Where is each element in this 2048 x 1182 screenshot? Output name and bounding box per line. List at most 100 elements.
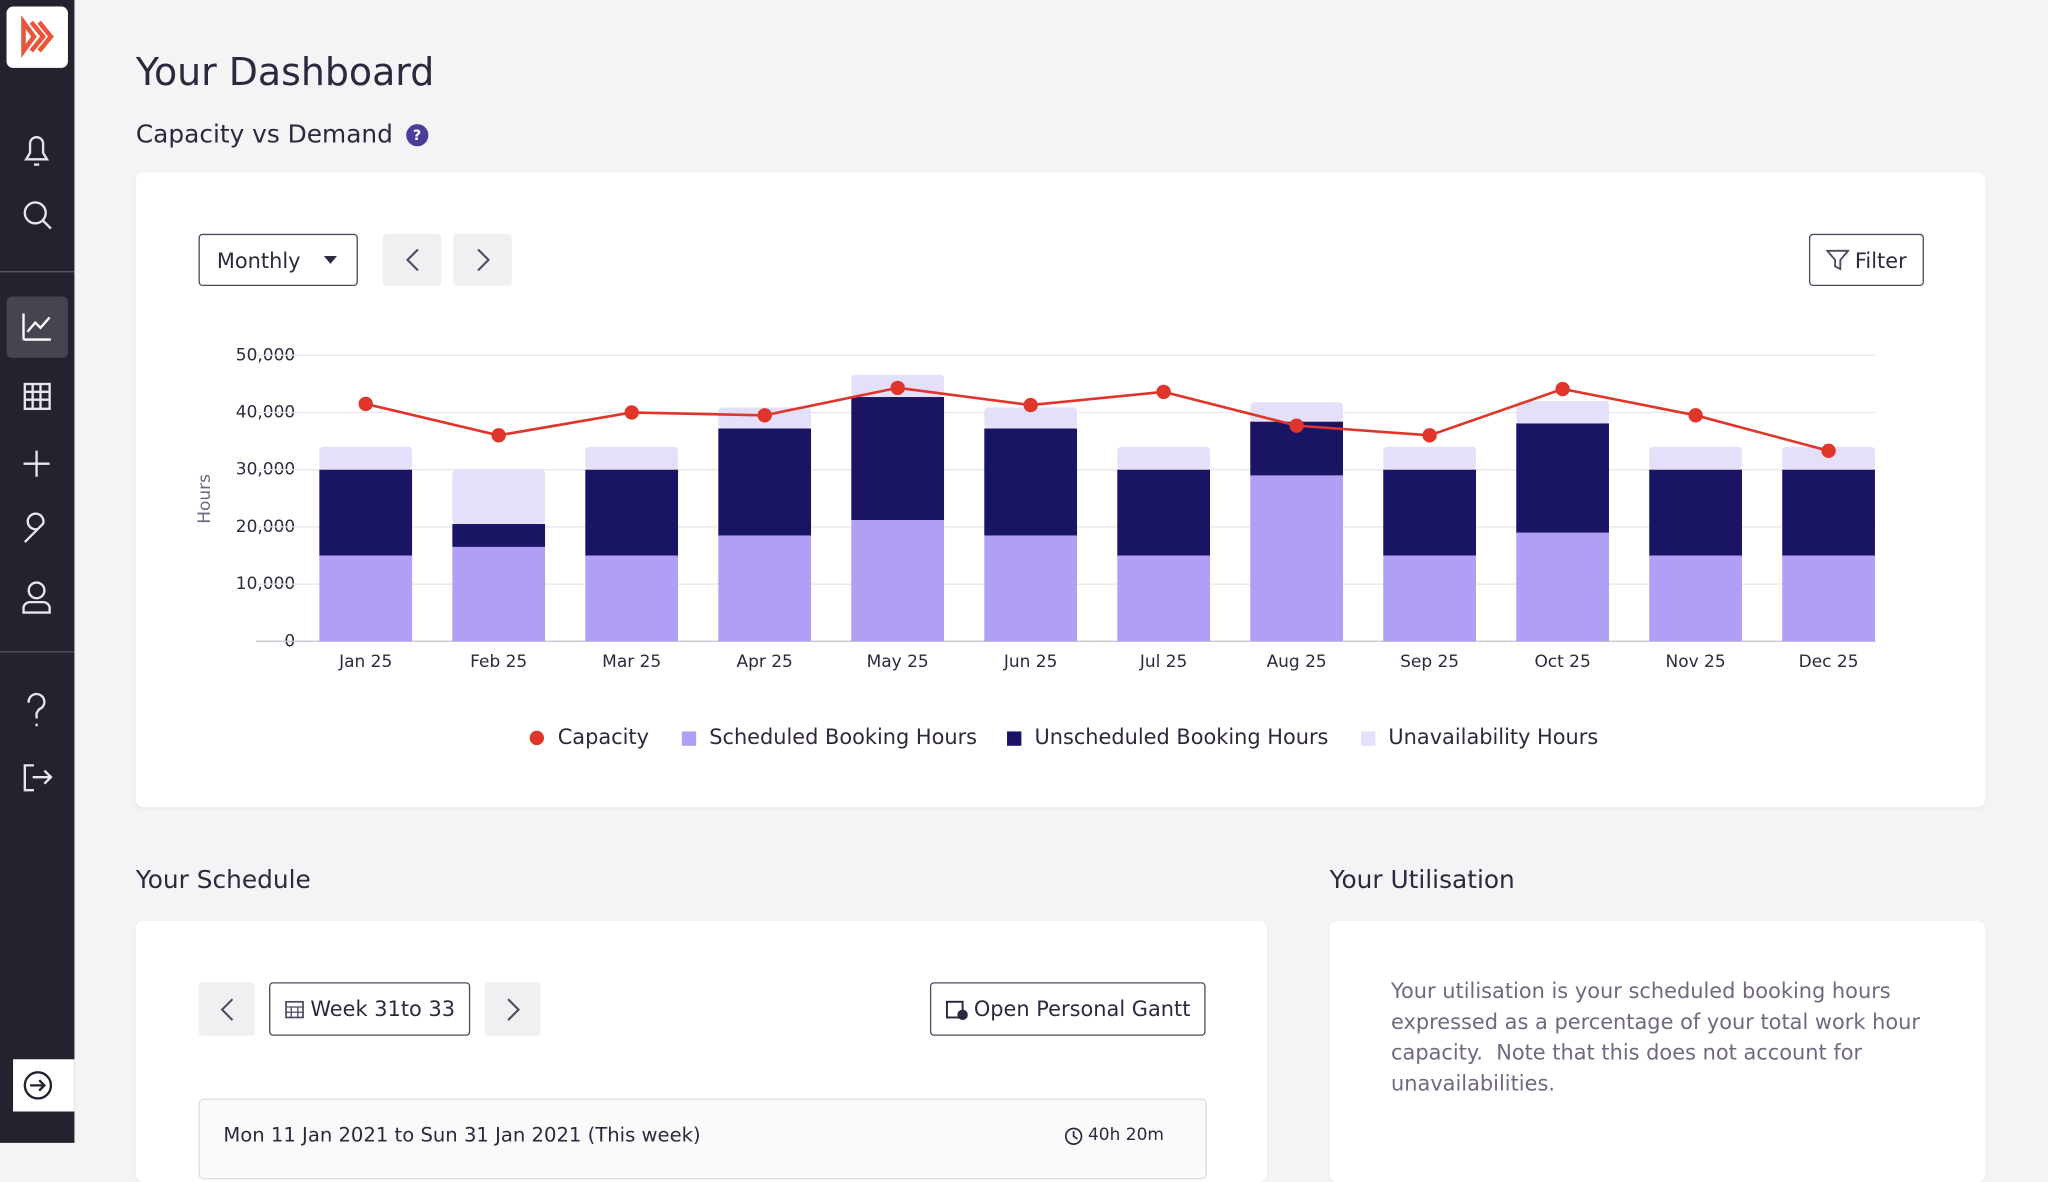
capacity-point: [1422, 428, 1437, 443]
schedule-heading: Your Schedule: [135, 865, 311, 895]
bar-segment: [984, 428, 1078, 536]
bar-segment: [585, 555, 679, 642]
legend-marker: [681, 731, 697, 746]
bar-segment: [851, 397, 945, 521]
bar-segment: [1516, 401, 1609, 424]
bar-segment: [452, 524, 546, 547]
bar-segment: [1117, 446, 1211, 470]
legend-label: Capacity: [558, 725, 649, 749]
legend-marker: [529, 730, 544, 746]
capacity-line: [365, 386, 1829, 453]
bar-segment: [718, 535, 812, 642]
capacity-point: [890, 380, 905, 396]
x-tick-label: May 25: [867, 652, 929, 672]
bar-segment: [1782, 555, 1875, 642]
gantt-button[interactable]: Open Personal Gantt: [929, 982, 1206, 1036]
logo-mark: [21, 15, 54, 58]
schedule-card: Week 31to 33 Open Personal Gantt Mon 11 …: [135, 920, 1267, 1182]
x-tick-label: Sep 25: [1400, 652, 1459, 672]
section-title-text: Capacity vs Demand: [135, 120, 393, 149]
duration-text: 40h 20m: [1087, 1125, 1164, 1146]
capacity-point: [1023, 397, 1038, 413]
capacity-point: [1555, 381, 1570, 397]
bar-segment: [984, 407, 1078, 429]
help-icon[interactable]: [27, 692, 46, 727]
legend-marker: [1007, 731, 1022, 746]
bar-segment: [1117, 555, 1211, 642]
bar-segment: [1649, 469, 1742, 556]
bar-segment: [1250, 475, 1344, 642]
capacity-point: [491, 428, 506, 443]
x-tick-label: Apr 25: [737, 652, 793, 672]
page-title: Your Dashboard: [135, 49, 435, 95]
gantt-label: Open Personal Gantt: [973, 996, 1191, 1022]
bar-segment: [1649, 555, 1742, 642]
bar-segment: [1383, 469, 1476, 556]
sidebar: [0, 0, 75, 1143]
help-badge[interactable]: ?: [405, 123, 429, 146]
row-duration: 40h 20m: [1064, 1125, 1164, 1146]
x-tick-label: Dec 25: [1799, 652, 1859, 672]
bar-segment: [585, 469, 679, 556]
bar-segment: [319, 446, 413, 470]
bell-icon[interactable]: [24, 135, 50, 166]
bar-segment: [1383, 555, 1476, 642]
bar-segment: [851, 520, 945, 642]
capacity-point: [1821, 443, 1836, 458]
row-label: Mon 11 Jan 2021 to Sun 31 Jan 2021 (This…: [223, 1123, 701, 1147]
capacity-point: [358, 396, 373, 412]
legend-label: Unscheduled Booking Hours: [1034, 725, 1328, 749]
search-icon[interactable]: [23, 201, 47, 225]
prev-button[interactable]: [382, 233, 442, 287]
utilisation-text: Your utilisation is your scheduled booki…: [1391, 978, 1927, 1096]
x-tick-label: Jun 25: [1003, 652, 1057, 672]
app: Your Dashboard Capacity vs Demand ? Mont…: [0, 0, 1986, 1182]
chart: 010,00020,00030,00040,00050,000HoursJan …: [195, 345, 1876, 749]
bar-segment: [1516, 423, 1609, 533]
legend-label: Unavailability Hours: [1388, 725, 1598, 749]
utilisation-heading: Your Utilisation: [1329, 865, 1515, 895]
calendar-icon[interactable]: [23, 382, 51, 410]
week-next[interactable]: [484, 982, 541, 1036]
filter-label: Filter: [1854, 247, 1907, 273]
capacity-point: [1289, 418, 1304, 433]
x-tick-label: Jul 25: [1139, 652, 1187, 672]
x-tick-label: Oct 25: [1534, 652, 1590, 672]
logout-icon[interactable]: [23, 764, 53, 792]
bar-segment: [319, 469, 413, 556]
bar-segment: [452, 469, 546, 525]
schedule-row[interactable]: Mon 11 Jan 2021 to Sun 31 Jan 2021 (This…: [198, 1098, 1207, 1180]
sidebar-icons: [0, 6, 75, 1112]
add-icon[interactable]: [23, 450, 50, 477]
section-title: Capacity vs Demand ?: [135, 120, 429, 149]
period-select[interactable]: Monthly: [198, 233, 358, 287]
active-nav[interactable]: [6, 296, 68, 358]
bar-segment: [718, 428, 812, 536]
bar-segment: [1782, 469, 1875, 556]
x-tick-label: Feb 25: [470, 652, 527, 672]
x-tick-label: Mar 25: [602, 652, 661, 672]
week-label: Week 31to 33: [310, 996, 456, 1022]
week-picker[interactable]: Week 31to 33: [269, 982, 471, 1036]
tools-icon[interactable]: [23, 512, 45, 543]
next-button[interactable]: [453, 233, 512, 287]
week-prev[interactable]: [198, 982, 255, 1036]
user-icon[interactable]: [27, 581, 46, 600]
bar-segment: [1117, 469, 1211, 556]
legend-label: Scheduled Booking Hours: [709, 725, 977, 749]
logo[interactable]: [6, 6, 68, 68]
capacity-point: [1156, 384, 1171, 400]
legend-marker: [1360, 731, 1376, 746]
bar-segment: [1516, 532, 1609, 642]
bar-segment: [984, 535, 1078, 642]
capacity-point: [757, 408, 772, 423]
caret: [323, 255, 338, 264]
bar-segment: [1782, 446, 1875, 470]
x-tick-label: Nov 25: [1666, 652, 1726, 672]
y-axis-title: Hours: [195, 474, 215, 524]
bar-segment: [1649, 446, 1742, 470]
capacity-point: [624, 405, 639, 420]
bar-segment: [1383, 446, 1476, 470]
filter-button[interactable]: Filter: [1808, 233, 1924, 287]
bar-segment: [319, 555, 413, 642]
